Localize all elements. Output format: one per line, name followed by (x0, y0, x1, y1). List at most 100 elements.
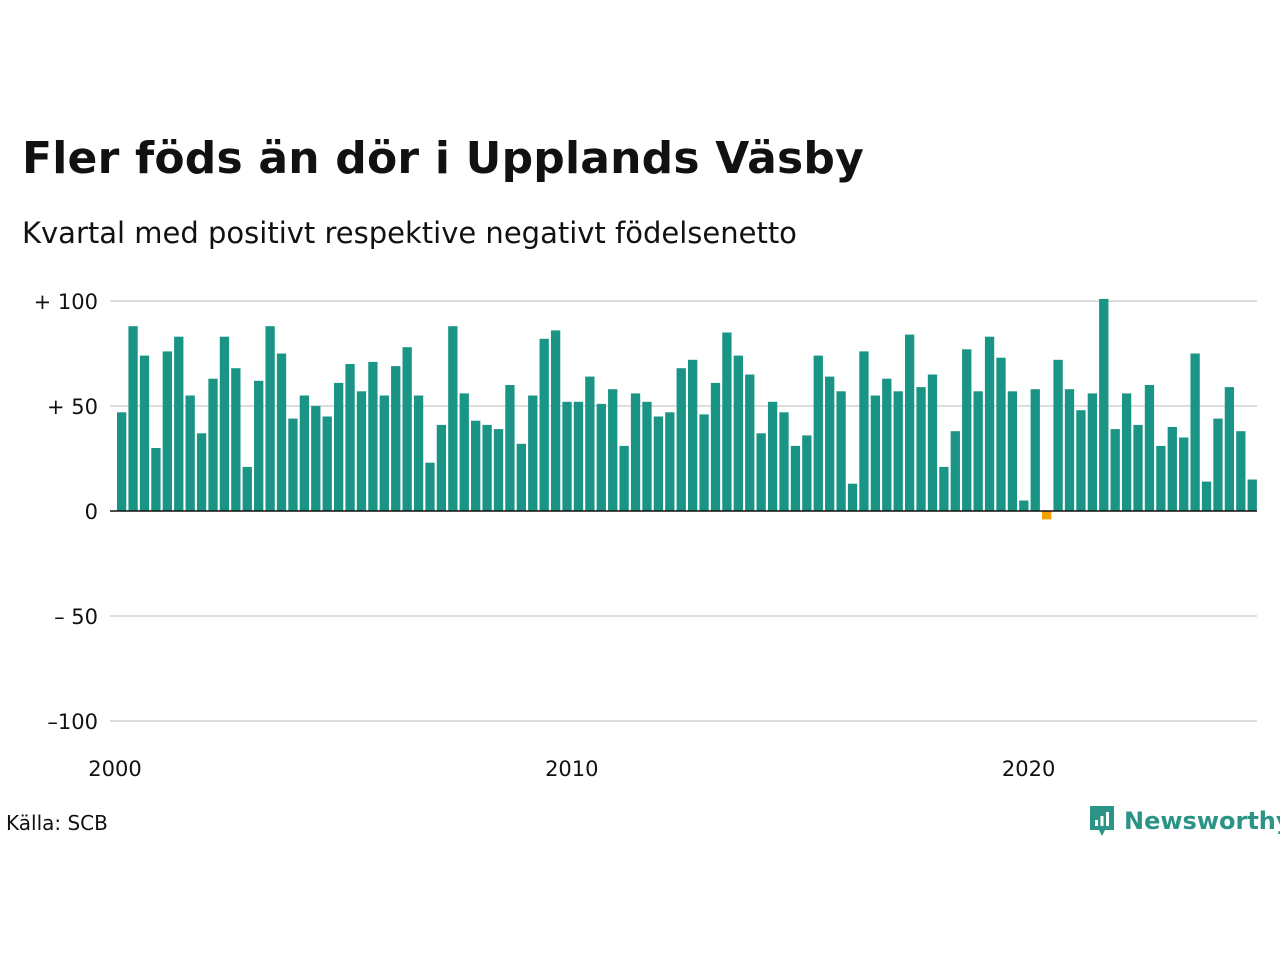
bar (174, 336, 184, 511)
bar (162, 351, 172, 511)
bar (1224, 387, 1235, 511)
bar (516, 443, 526, 511)
bar (1042, 511, 1052, 520)
bar (254, 380, 264, 511)
y-tick-label: –100 (47, 710, 98, 734)
bar (1201, 481, 1212, 511)
bar (630, 393, 641, 511)
bar (836, 391, 846, 511)
bar (242, 466, 252, 511)
chart-subtitle: Kvartal med positivt respektive negativt… (22, 216, 797, 250)
bar (1144, 385, 1155, 511)
y-tick-label: 0 (85, 500, 98, 524)
bar (847, 483, 858, 511)
bar (1019, 500, 1029, 511)
bar (550, 330, 561, 511)
bar (208, 378, 218, 511)
bar (1110, 429, 1120, 511)
bar (950, 431, 960, 511)
bar (276, 353, 287, 511)
bar (311, 406, 321, 511)
bar (1030, 389, 1040, 511)
bar (722, 332, 732, 511)
bar (619, 445, 629, 511)
bar (904, 334, 915, 511)
bar (870, 395, 881, 511)
bar (117, 412, 127, 511)
bar (767, 401, 778, 511)
x-tick-label: 2000 (88, 757, 141, 781)
bar (927, 374, 938, 511)
bar (391, 366, 401, 511)
bar (128, 326, 138, 511)
bar (482, 424, 492, 511)
bar (505, 385, 515, 511)
y-tick-label: + 50 (47, 395, 98, 419)
bar (1167, 427, 1177, 511)
bar (984, 336, 995, 511)
bar (642, 401, 652, 511)
bar (185, 395, 195, 511)
brand-name: Newsworthy (1124, 807, 1280, 835)
bar (608, 389, 618, 511)
bar (756, 433, 766, 511)
bar (1099, 298, 1109, 511)
bar (779, 412, 789, 511)
bar (859, 351, 869, 511)
bar (1213, 418, 1223, 511)
bar (1087, 393, 1097, 511)
bar (151, 448, 161, 511)
bar (493, 429, 504, 511)
bar (1179, 437, 1189, 511)
bar (368, 361, 378, 511)
brand-logo: Newsworthy (1088, 804, 1280, 838)
bar (882, 378, 892, 511)
bar (802, 435, 812, 511)
bar (1007, 391, 1018, 511)
x-tick-label: 2010 (545, 757, 598, 781)
bar (139, 355, 150, 511)
bar (585, 376, 595, 511)
bar (1076, 410, 1086, 511)
bar (1247, 479, 1257, 511)
bar (402, 347, 412, 511)
bar (733, 355, 743, 511)
bar (345, 364, 355, 511)
bar (1190, 353, 1200, 511)
bar (219, 336, 230, 511)
bar (813, 355, 823, 511)
bar (665, 412, 675, 511)
bar (939, 466, 949, 511)
bar (893, 391, 903, 511)
bar (356, 391, 367, 511)
bar (265, 326, 275, 511)
bar (653, 416, 664, 511)
bar (379, 395, 389, 511)
bar (973, 391, 983, 511)
bar (322, 416, 332, 511)
bar (333, 382, 344, 511)
y-tick-label: – 50 (54, 605, 98, 629)
bar (1133, 424, 1143, 511)
bar (745, 374, 755, 511)
bar (562, 401, 572, 511)
bar (413, 395, 424, 511)
bar (699, 414, 709, 511)
bar (459, 393, 469, 511)
bar (448, 326, 458, 511)
y-tick-label: + 100 (34, 290, 98, 314)
bar (471, 420, 481, 511)
bar (196, 433, 207, 511)
source-note: Källa: SCB (6, 811, 108, 835)
bar (528, 395, 538, 511)
bar (231, 368, 241, 511)
bar (299, 395, 310, 511)
bar (436, 424, 447, 511)
x-tick-label: 2020 (1002, 757, 1055, 781)
bar (1053, 359, 1063, 511)
newsworthy-icon (1090, 806, 1114, 836)
bar (1156, 445, 1166, 511)
bar (676, 368, 686, 511)
bar (573, 401, 584, 511)
